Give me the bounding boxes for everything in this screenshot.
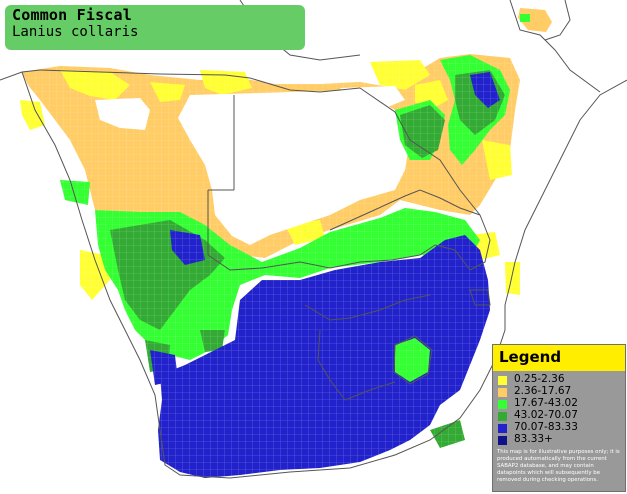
legend: Legend 0.25-2.36 2.36-17.67 17.67-43.02 … xyxy=(492,344,626,492)
species-scientific-name: Lanius collaris xyxy=(12,24,139,40)
legend-label: 83.33+ xyxy=(514,433,553,445)
legend-item: 83.33+ xyxy=(493,433,625,446)
legend-swatch xyxy=(498,376,507,385)
legend-item: 0.25-2.36 xyxy=(493,373,625,386)
species-common-name: Common Fiscal xyxy=(12,6,132,24)
legend-label: 2.36-17.67 xyxy=(514,385,572,397)
grid-overlay xyxy=(0,60,520,480)
legend-item: 2.36-17.67 xyxy=(493,385,625,398)
legend-item: 70.07-83.33 xyxy=(493,421,625,434)
legend-item: 17.67-43.02 xyxy=(493,397,625,410)
legend-swatch xyxy=(498,388,507,397)
legend-swatch xyxy=(498,424,507,433)
legend-title: Legend xyxy=(499,348,562,366)
legend-label: 43.02-70.07 xyxy=(514,409,578,421)
legend-label: 0.25-2.36 xyxy=(514,373,565,385)
legend-label: 70.07-83.33 xyxy=(514,421,578,433)
legend-header: Legend xyxy=(493,345,625,371)
title-box: Common Fiscal Lanius collaris xyxy=(5,5,305,50)
legend-disclaimer: This map is for illustrative purposes on… xyxy=(497,449,620,483)
legend-label: 17.67-43.02 xyxy=(514,397,578,409)
legend-swatch xyxy=(498,412,507,421)
legend-swatch xyxy=(498,400,507,409)
legend-item: 43.02-70.07 xyxy=(493,409,625,422)
legend-swatch xyxy=(498,436,507,445)
